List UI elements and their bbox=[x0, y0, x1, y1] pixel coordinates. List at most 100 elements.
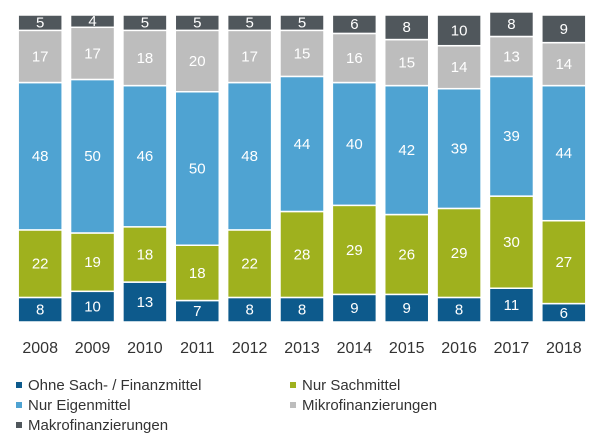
bar-segment bbox=[17, 14, 63, 32]
data-label: 17 bbox=[241, 48, 258, 65]
data-label: 29 bbox=[346, 242, 363, 259]
x-tick-label: 2010 bbox=[127, 340, 163, 357]
data-label: 48 bbox=[241, 148, 258, 165]
data-label: 10 bbox=[84, 299, 101, 316]
data-label: 30 bbox=[503, 234, 520, 251]
data-label: 6 bbox=[350, 16, 358, 33]
data-label: 5 bbox=[141, 15, 149, 32]
x-tick-label: 2008 bbox=[22, 340, 58, 357]
bar-segment bbox=[488, 195, 535, 289]
data-label: 18 bbox=[137, 246, 154, 263]
data-label: 44 bbox=[555, 145, 572, 162]
bar-segment bbox=[331, 293, 378, 323]
data-label: 22 bbox=[241, 256, 258, 273]
data-label: 15 bbox=[398, 55, 415, 72]
bar-segment bbox=[331, 204, 378, 296]
bar-segment bbox=[541, 84, 587, 222]
data-label: 8 bbox=[36, 302, 44, 319]
bar-segment bbox=[174, 14, 221, 32]
bar-segment bbox=[331, 14, 378, 35]
bar-segment bbox=[436, 87, 482, 210]
data-label: 50 bbox=[189, 160, 206, 177]
data-label: 17 bbox=[84, 45, 101, 62]
data-label: 28 bbox=[294, 246, 311, 263]
data-label: 20 bbox=[189, 53, 206, 70]
data-label: 39 bbox=[503, 128, 520, 145]
data-label: 18 bbox=[137, 50, 154, 67]
bar-segment bbox=[226, 81, 273, 231]
legend-label: Nur Eigenmittel bbox=[28, 397, 131, 414]
bar-segment bbox=[69, 14, 116, 29]
x-tick-label: 2017 bbox=[494, 340, 530, 357]
bar-segment bbox=[122, 14, 168, 32]
bar-segment bbox=[383, 293, 430, 323]
data-label: 9 bbox=[350, 300, 358, 317]
bar-segment bbox=[17, 229, 63, 299]
bar-segment bbox=[383, 213, 430, 296]
data-label: 16 bbox=[346, 50, 363, 67]
bar-segment bbox=[226, 229, 273, 299]
data-label: 8 bbox=[245, 302, 253, 319]
legend-swatch bbox=[290, 402, 296, 408]
data-label: 39 bbox=[451, 141, 468, 158]
data-label: 48 bbox=[32, 148, 49, 165]
data-label: 17 bbox=[32, 48, 49, 65]
bar-segment bbox=[488, 287, 535, 323]
legend-label: Makrofinanzierungen bbox=[28, 417, 168, 434]
bar-segment bbox=[383, 84, 430, 216]
bar-segment bbox=[174, 91, 221, 246]
bar-segment bbox=[331, 81, 378, 207]
data-label: 7 bbox=[193, 303, 201, 320]
data-label: 5 bbox=[36, 15, 44, 32]
data-label: 9 bbox=[403, 300, 411, 317]
x-tick-label: 2018 bbox=[546, 340, 582, 357]
bar-segment bbox=[69, 26, 116, 81]
bar-segment bbox=[488, 35, 535, 78]
data-label: 50 bbox=[84, 148, 101, 165]
x-tick-label: 2016 bbox=[441, 340, 477, 357]
bar-segment bbox=[17, 29, 63, 84]
x-tick-label: 2015 bbox=[389, 340, 425, 357]
x-tick-label: 2013 bbox=[284, 340, 320, 357]
x-tick-label: 2011 bbox=[180, 340, 215, 357]
legend-label: Mikrofinanzierungen bbox=[302, 397, 437, 414]
data-label: 18 bbox=[189, 265, 206, 282]
bar-segment bbox=[541, 41, 587, 87]
data-label: 22 bbox=[32, 256, 49, 273]
data-label: 19 bbox=[84, 254, 101, 271]
bar-segment bbox=[226, 29, 273, 84]
data-label: 5 bbox=[298, 15, 306, 32]
bar-segment bbox=[541, 14, 587, 44]
bar-segment bbox=[279, 75, 325, 213]
data-label: 4 bbox=[88, 13, 96, 30]
data-label: 26 bbox=[398, 246, 415, 263]
data-label: 11 bbox=[504, 297, 520, 314]
data-label: 8 bbox=[455, 302, 463, 319]
data-label: 8 bbox=[298, 302, 306, 319]
bar-segment bbox=[383, 14, 430, 41]
data-label: 15 bbox=[294, 45, 311, 62]
bar-segment bbox=[17, 296, 63, 323]
bar-segment bbox=[436, 44, 482, 90]
data-label: 46 bbox=[137, 148, 154, 165]
data-label: 9 bbox=[560, 21, 568, 38]
data-label: 14 bbox=[555, 56, 572, 73]
bar-segment bbox=[383, 38, 430, 87]
data-label: 5 bbox=[193, 15, 201, 32]
x-tick-label: 2012 bbox=[232, 340, 268, 357]
bar-segment bbox=[122, 226, 168, 283]
data-label: 5 bbox=[245, 15, 253, 32]
bar-segment bbox=[279, 14, 325, 32]
legend-label: Nur Sachmittel bbox=[302, 377, 400, 394]
data-label: 29 bbox=[451, 245, 468, 262]
bar-segment bbox=[436, 296, 482, 323]
bar-segment bbox=[226, 14, 273, 32]
data-label: 44 bbox=[294, 136, 311, 153]
data-label: 10 bbox=[451, 22, 468, 39]
data-label: 8 bbox=[507, 16, 515, 33]
legend-swatch bbox=[16, 422, 22, 428]
legend-swatch bbox=[16, 382, 22, 388]
legend-label: Ohne Sach- / Finanzmittel bbox=[28, 377, 201, 394]
legend-swatch bbox=[290, 382, 296, 388]
